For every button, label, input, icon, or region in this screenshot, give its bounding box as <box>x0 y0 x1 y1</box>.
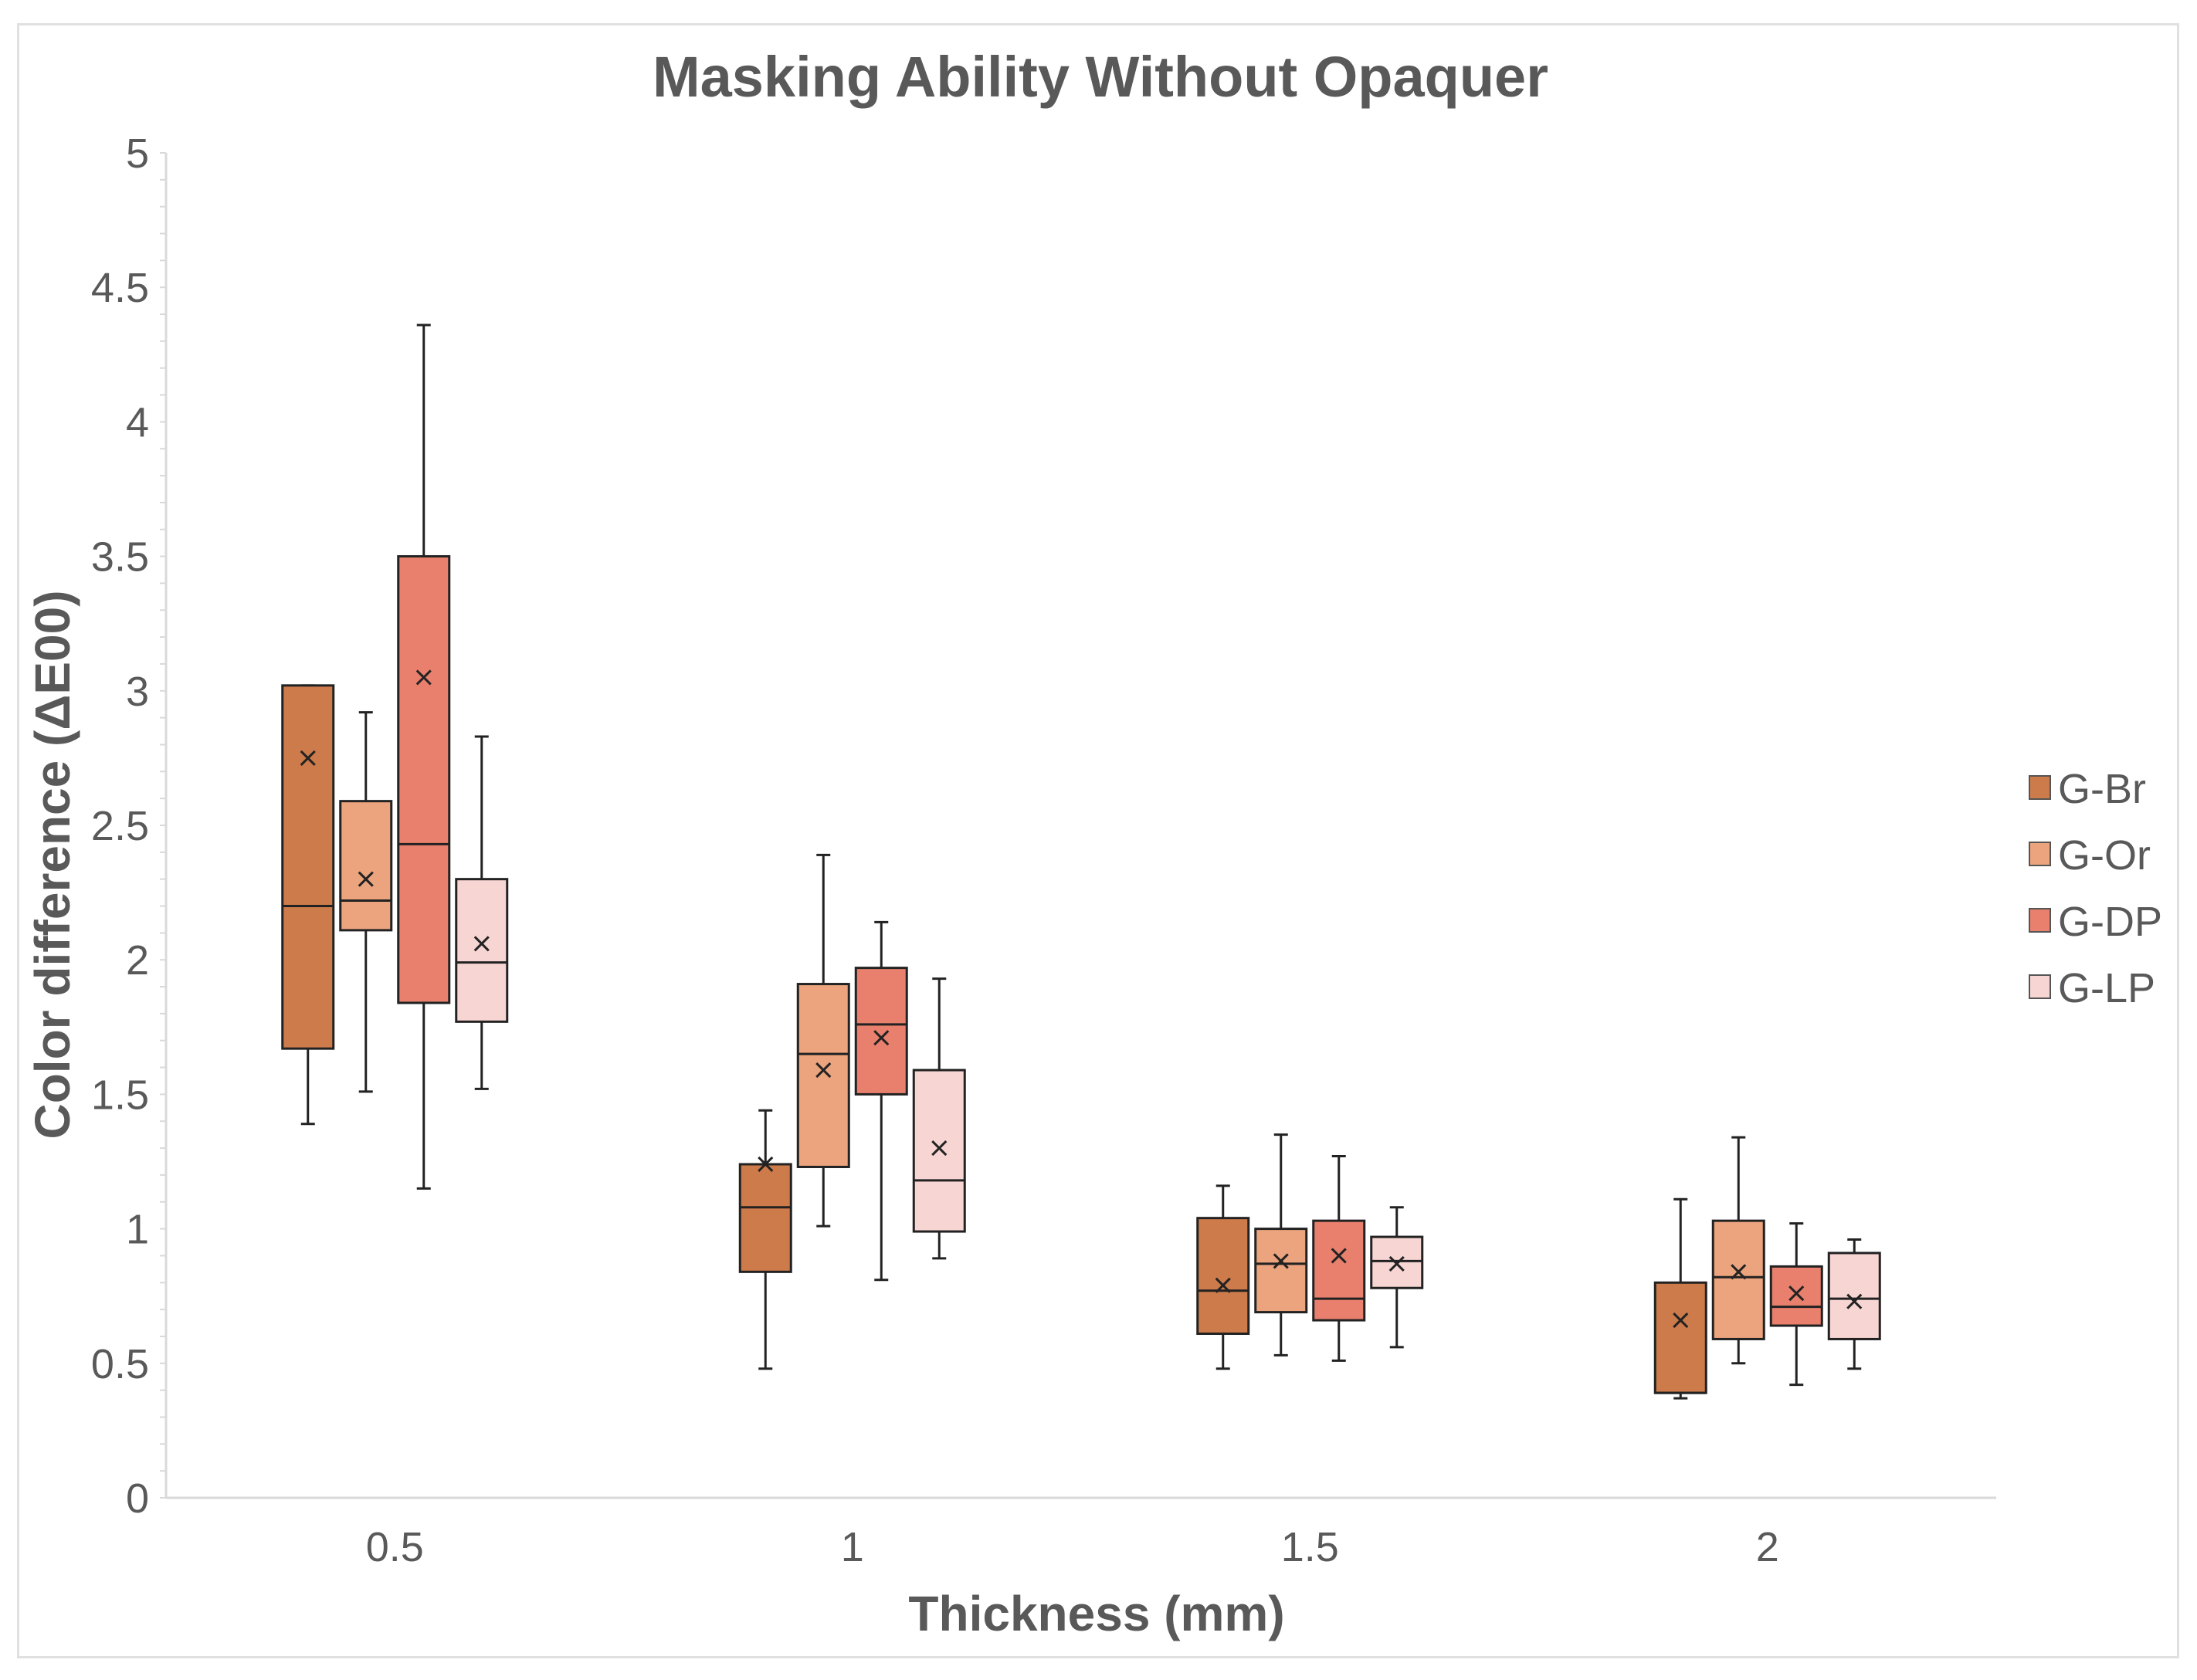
box-group <box>1370 1206 1424 1349</box>
y-tick-label: 3 <box>126 669 149 715</box>
box <box>1711 1219 1765 1340</box>
box-group <box>1827 1238 1881 1370</box>
y-tick-label: 4 <box>126 399 149 445</box>
legend-label: G-DP <box>2058 899 2162 945</box>
y-tick-label: 2.5 <box>91 803 149 849</box>
y-tick-label: 2 <box>126 937 149 984</box>
box <box>912 1069 966 1233</box>
mean-marker <box>1673 1312 1689 1329</box>
box <box>1769 1265 1823 1327</box>
box-group <box>1196 1184 1250 1370</box>
legend-swatch <box>2029 775 2051 800</box>
y-tick-label: 0.5 <box>91 1341 149 1387</box>
legend-swatch <box>2029 842 2051 866</box>
mean-marker <box>358 871 374 887</box>
y-tick-label: 3.5 <box>91 534 149 581</box>
mean-marker <box>873 1030 890 1046</box>
box-group <box>1711 1136 1765 1365</box>
box <box>1312 1219 1366 1322</box>
legend-label: G-Br <box>2058 766 2146 812</box>
box <box>1827 1252 1881 1340</box>
x-tick-label: 0.5 <box>366 1524 424 1570</box>
y-tick-label: 4.5 <box>91 265 149 311</box>
x-axis-title: Thickness (mm) <box>908 1586 1284 1641</box>
box <box>281 684 335 1050</box>
y-tick-label: 1.5 <box>91 1072 149 1118</box>
box-group <box>281 684 335 1126</box>
chart-frame <box>17 23 2179 1658</box>
box <box>1653 1281 1707 1394</box>
y-tick-label: 1 <box>126 1207 149 1253</box>
box-group <box>854 920 908 1282</box>
box <box>796 983 850 1168</box>
mean-marker <box>931 1140 948 1157</box>
box <box>339 800 393 932</box>
box <box>1196 1217 1250 1335</box>
mean-marker <box>815 1062 832 1079</box>
box-group <box>397 323 451 1190</box>
mean-marker <box>1788 1285 1805 1302</box>
plot-area <box>281 323 1881 1400</box>
x-tick-label: 1.5 <box>1281 1524 1339 1570</box>
y-tick-label: 0 <box>126 1475 149 1522</box>
axes: 0 0.5 1 1.5 2 2.5 3 3.5 4 4.5 5 0.5 1 1.5 2 <box>91 130 1996 1570</box>
box-group <box>455 735 509 1090</box>
box-group <box>1769 1222 1823 1387</box>
box-group <box>1312 1155 1366 1362</box>
box <box>397 555 451 1004</box>
mean-marker <box>1388 1255 1405 1272</box>
mean-marker <box>300 750 316 766</box>
chart-title: Masking Ability Without Opaquer <box>653 45 1548 109</box>
legend-swatch <box>2029 974 2051 999</box>
box-group <box>738 1109 792 1370</box>
box-group <box>1254 1133 1308 1357</box>
x-tick-label: 2 <box>1756 1524 1779 1570</box>
x-tick-label: 1 <box>841 1524 864 1570</box>
legend-swatch <box>2029 908 2051 933</box>
mean-marker <box>1331 1248 1347 1264</box>
box-group <box>912 977 966 1260</box>
box-group <box>1653 1197 1707 1400</box>
mean-marker <box>1731 1264 1747 1280</box>
box <box>1254 1228 1308 1314</box>
box <box>854 967 908 1096</box>
mean-marker <box>473 936 490 952</box>
mean-marker <box>758 1156 774 1173</box>
mean-marker <box>1215 1277 1231 1293</box>
mean-marker <box>415 669 432 686</box>
y-tick-label: 5 <box>126 130 149 177</box>
box-group <box>796 853 850 1228</box>
mean-marker <box>1273 1253 1289 1269</box>
legend: G-Br G-Or G-DP G-LP <box>2029 766 2162 1011</box>
box-group <box>339 711 393 1093</box>
mean-marker <box>1846 1293 1863 1309</box>
legend-label: G-LP <box>2058 965 2155 1011</box>
box <box>738 1163 792 1273</box>
legend-label: G-Or <box>2058 832 2151 879</box>
box <box>455 878 509 1023</box>
y-axis-title: Color difference (ΔE00) <box>25 590 80 1139</box>
